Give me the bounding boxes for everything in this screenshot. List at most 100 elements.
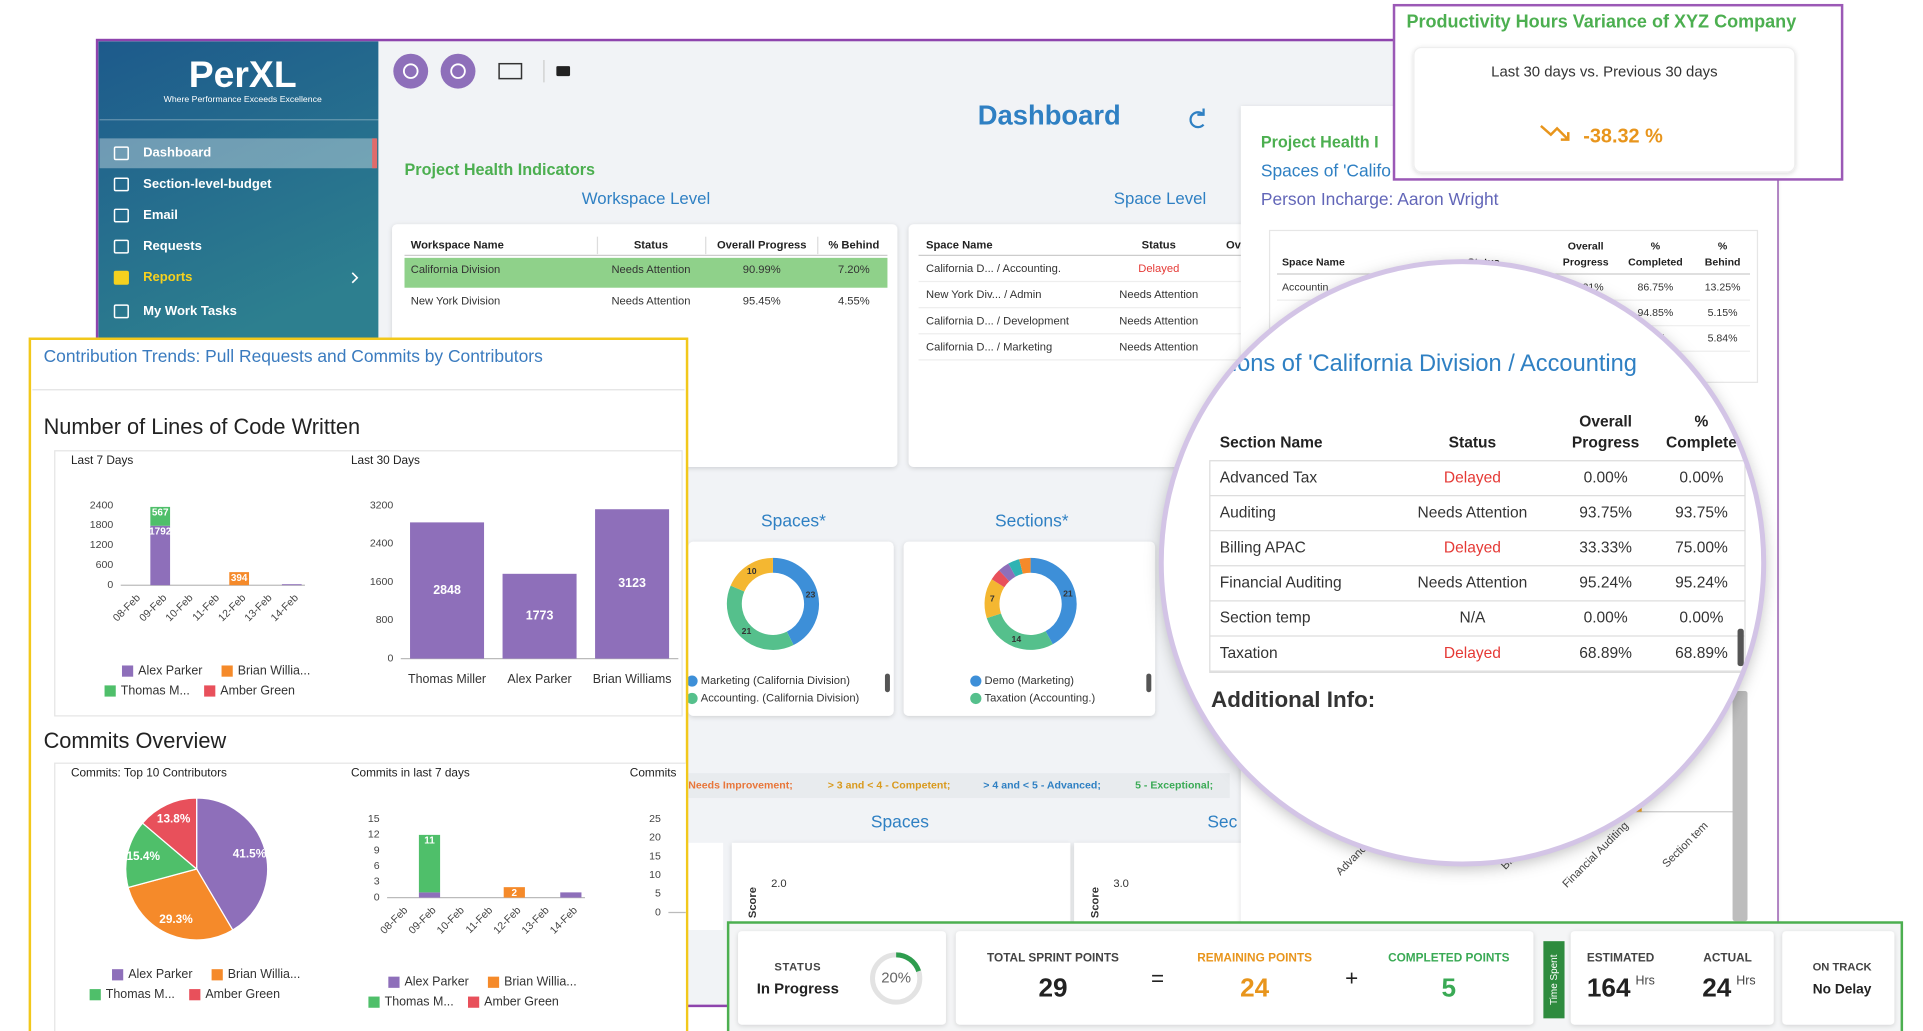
legend-label: Alex Parker xyxy=(128,967,192,981)
panel-subtitle: Spaces of 'Califo xyxy=(1261,161,1391,181)
card xyxy=(955,931,1534,1025)
table-cell: Needs Attention xyxy=(1119,341,1198,353)
variance-value: -38.32 % xyxy=(1583,125,1663,147)
stat-label: COMPLETED POINTS xyxy=(1388,951,1510,965)
data-label: 7 xyxy=(990,593,995,603)
legend-strip xyxy=(688,773,1230,799)
data-label: 1773 xyxy=(526,609,554,623)
table-cell: Delayed xyxy=(1138,263,1179,275)
y-tick-label: 0 xyxy=(655,906,661,918)
legend-label: Thomas M... xyxy=(121,683,190,697)
data-label: 3123 xyxy=(618,576,646,590)
toolbar-button xyxy=(393,53,429,89)
y-tick-label: 20 xyxy=(649,832,661,844)
table-cell: Accountin xyxy=(1282,282,1329,294)
table-cell: Delayed xyxy=(1444,539,1501,556)
y-tick-label: 5 xyxy=(655,888,661,900)
y-tick-label: 0 xyxy=(374,891,380,903)
table-header: Overall xyxy=(1568,240,1604,252)
chart-title: Sec xyxy=(1207,812,1237,832)
section-subtitle: Space Level xyxy=(1114,189,1206,208)
legend-swatch xyxy=(89,989,101,1001)
section-title: Commits Overview xyxy=(44,728,227,753)
menu-item: Reports xyxy=(143,269,192,284)
chart-title: Sections* xyxy=(995,510,1069,530)
menu-item: Section-level-budget xyxy=(143,176,272,191)
y-tick-label: 12 xyxy=(368,829,380,841)
y-tick-label: 10 xyxy=(649,869,661,881)
table-header: % xyxy=(1718,240,1728,252)
data-label: 21 xyxy=(742,626,752,636)
bar-segment xyxy=(281,584,302,586)
y-tick-label: 2400 xyxy=(90,499,114,511)
table-cell: 94.85% xyxy=(1637,307,1673,319)
section-title: Project Health Indicators xyxy=(405,161,596,179)
table-header: Workspace Name xyxy=(411,239,504,251)
contribution-box: Contribution Trends: Pull Requests and C… xyxy=(28,337,689,1031)
pie-slice xyxy=(141,797,198,871)
legend-swatch xyxy=(487,976,500,988)
page-title: Dashboard xyxy=(978,99,1121,130)
legend-swatch xyxy=(467,996,480,1008)
stat-label: REMAINING POINTS xyxy=(1197,951,1312,965)
section-subtitle: Workspace Level xyxy=(582,189,711,208)
donut-segment xyxy=(999,563,1016,582)
scrollbar xyxy=(1737,628,1744,667)
toolbar-icon xyxy=(450,63,466,79)
table-header: Completed xyxy=(1628,257,1683,269)
bar xyxy=(410,522,485,659)
y-tick-label: 9 xyxy=(374,844,380,856)
sprint-bar: STATUS In Progress 20% TOTAL SPRINT POINTS 2… xyxy=(726,921,1904,1031)
card xyxy=(908,224,1241,467)
table-cell: 86.75% xyxy=(1637,282,1673,294)
toolbar-button xyxy=(440,53,476,89)
panel-title: Project Health I xyxy=(1261,134,1379,152)
table-header: Progress xyxy=(1563,257,1609,269)
scrollbar xyxy=(884,673,890,693)
table-header: Overall xyxy=(1579,413,1632,430)
legend-label: > 3 and < 4 - Competent; xyxy=(828,779,951,791)
section-title: Number of Lines of Code Written xyxy=(44,414,361,439)
table-header: % Behind xyxy=(828,239,879,251)
legend-label: Accounting. (California Division) xyxy=(701,692,860,704)
table-cell: New York Div... / Admin xyxy=(926,289,1041,301)
stat-value: 5 xyxy=(1442,973,1457,1003)
box-title: Productivity Hours Variance of XYZ Compa… xyxy=(1406,11,1796,31)
legend-label: Thomas M... xyxy=(385,994,454,1008)
card xyxy=(738,931,946,1025)
menu-icon xyxy=(113,177,129,192)
donut-segment xyxy=(730,557,774,592)
menu-icon xyxy=(113,146,129,161)
data-label: 2 xyxy=(512,888,518,899)
table-cell: Needs Attention xyxy=(1119,315,1198,327)
donut-segment xyxy=(1008,559,1024,577)
data-label: 567 xyxy=(152,508,169,519)
operator: = xyxy=(1151,966,1164,991)
gauge-label: 20% xyxy=(881,969,911,986)
y-tick-label: 0 xyxy=(107,579,113,591)
bar-segment xyxy=(229,572,250,586)
data-label: 1792 xyxy=(149,527,172,538)
menu-item: My Work Tasks xyxy=(143,303,237,318)
bar-segment xyxy=(418,834,441,893)
pie-slice xyxy=(127,868,234,941)
table-cell: California D... / Development xyxy=(926,315,1070,327)
legend-label: Thomas M... xyxy=(106,987,175,1001)
table-cell: 0.00% xyxy=(1584,610,1628,627)
y-tick-label: 15 xyxy=(368,813,380,825)
legend-label: Alex Parker xyxy=(405,975,469,989)
table-cell: 95.24% xyxy=(1675,575,1728,592)
donut-segment xyxy=(1030,557,1077,645)
card xyxy=(731,842,1071,930)
table-cell: Section temp xyxy=(1220,610,1311,627)
y-tick-label: 2.0 xyxy=(771,878,787,890)
stat-label: STATUS xyxy=(774,961,821,973)
data-label: 11 xyxy=(424,836,435,847)
legend-swatch xyxy=(686,675,698,687)
gauge-arc xyxy=(895,952,922,973)
menu-item: Email xyxy=(143,207,178,222)
stat-value: 29 xyxy=(1038,973,1067,1003)
legend-swatch xyxy=(211,969,223,981)
